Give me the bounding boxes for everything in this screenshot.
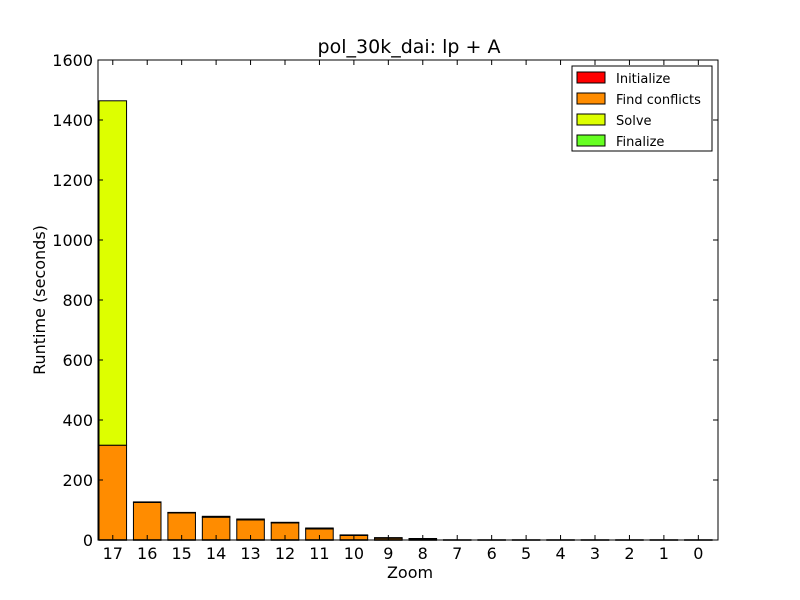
x-tick-label: 4 xyxy=(555,544,565,563)
y-axis-label: Runtime (seconds) xyxy=(30,225,49,375)
bar-solve-12 xyxy=(270,521,300,524)
legend-label: Initialize xyxy=(616,72,670,87)
x-tick-label: 15 xyxy=(171,544,191,563)
x-tick-label: 1 xyxy=(659,544,669,563)
y-tick-label: 600 xyxy=(62,351,93,370)
x-tick-label: 12 xyxy=(275,544,295,563)
x-tick-label: 10 xyxy=(344,544,364,563)
y-tick-label: 0 xyxy=(83,531,93,550)
y-tick-label: 1600 xyxy=(52,51,93,70)
bar-solve-17 xyxy=(98,100,128,446)
legend-swatch xyxy=(576,134,606,147)
x-tick-label: 8 xyxy=(418,544,428,563)
y-tick-label: 200 xyxy=(62,471,93,490)
legend-label: Find conflicts xyxy=(616,93,701,108)
y-axis: 0 200 400 600 800 1000 1200 1400 1600 xyxy=(52,51,718,550)
y-tick-label: 1400 xyxy=(52,111,93,130)
bar-solve-16 xyxy=(132,501,162,503)
x-axis: 17 16 15 14 13 12 11 10 9 8 7 6 5 4 3 2 1 0 xyxy=(103,60,703,563)
y-tick-label: 400 xyxy=(62,411,93,430)
x-tick-label: 5 xyxy=(521,544,531,563)
x-tick-label: 13 xyxy=(240,544,260,563)
bar-find-conflicts-16 xyxy=(132,501,162,541)
legend-swatch xyxy=(576,113,606,126)
x-tick-label: 6 xyxy=(487,544,497,563)
legend-swatch xyxy=(576,92,606,105)
bar-find-conflicts-17 xyxy=(98,444,128,541)
bar-solve-14 xyxy=(201,515,231,518)
x-tick-label: 7 xyxy=(452,544,462,563)
legend-label: Finalize xyxy=(616,135,664,150)
bar-solve-15 xyxy=(167,511,196,514)
legend-swatch xyxy=(576,71,606,84)
bar-solve-13 xyxy=(236,518,265,521)
x-tick-label: 14 xyxy=(206,544,226,563)
y-tick-label: 800 xyxy=(62,291,93,310)
x-tick-label: 16 xyxy=(137,544,157,563)
x-tick-label: 17 xyxy=(103,544,123,563)
x-tick-label: 3 xyxy=(590,544,600,563)
y-tick-label: 1200 xyxy=(52,171,93,190)
x-axis-label: Zoom xyxy=(387,563,433,582)
x-tick-label: 0 xyxy=(693,544,703,563)
x-tick-label: 9 xyxy=(383,544,393,563)
x-tick-label: 2 xyxy=(624,544,634,563)
legend: Initialize Find conflicts Solve Finalize xyxy=(571,65,713,152)
x-tick-label: 11 xyxy=(309,544,329,563)
chart-title: pol_30k_dai: lp + A xyxy=(318,36,501,58)
bar-solve-11 xyxy=(305,527,334,530)
legend-label: Solve xyxy=(616,114,652,129)
y-tick-label: 1000 xyxy=(52,231,93,250)
